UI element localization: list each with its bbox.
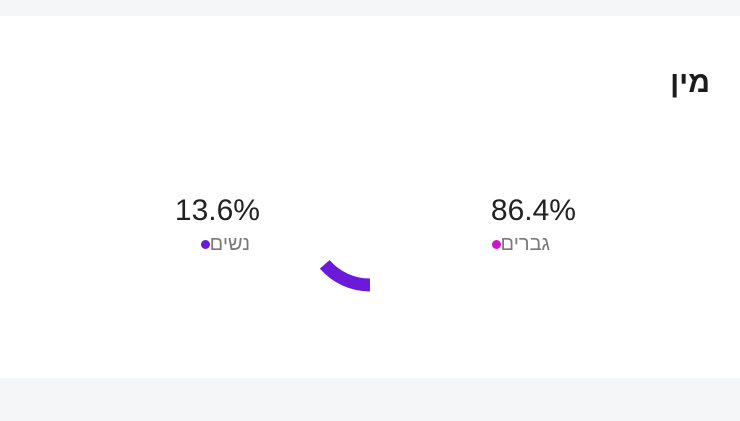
stat-women-value: 13.6% xyxy=(174,194,260,227)
donut-gap-right xyxy=(407,171,424,188)
stat-men: 86.4% גברים xyxy=(476,194,576,256)
stat-women: 13.6% נשים xyxy=(160,194,260,256)
legend-dot-men xyxy=(491,240,501,249)
legend-men: גברים xyxy=(487,233,550,256)
donut-slice-women xyxy=(319,259,371,292)
legend-dot-women xyxy=(200,240,210,249)
legend-label-women: נשים xyxy=(209,233,250,255)
stat-men-value: 86.4% xyxy=(490,194,576,227)
section-title: מין xyxy=(670,66,710,99)
gender-card xyxy=(0,16,740,378)
gender-donut-chart xyxy=(319,157,424,292)
legend-women: נשים xyxy=(196,233,250,256)
legend-label-men: גברים xyxy=(500,233,550,255)
